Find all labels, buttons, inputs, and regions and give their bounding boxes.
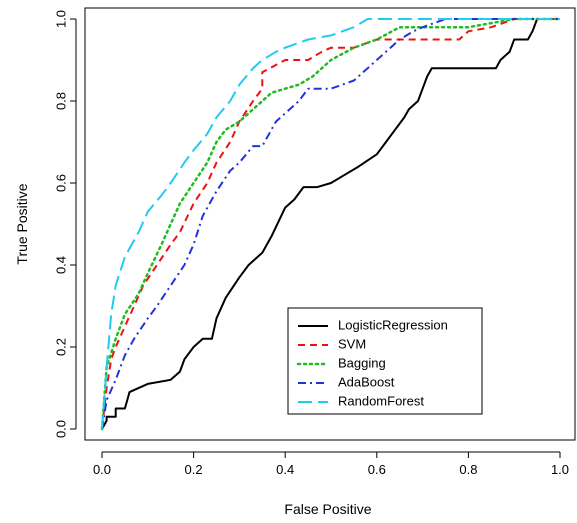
y-tick-label: 0.4 (53, 256, 68, 274)
y-tick-label: 0.0 (53, 420, 68, 438)
series-line-bagging (100, 17, 562, 431)
legend-label-bagging: Bagging (338, 355, 386, 370)
legend-label-svm: SVM (338, 336, 366, 351)
y-tick-label: 1.0 (53, 10, 68, 28)
series-line-logisticregression (101, 18, 560, 430)
y-axis-label: True Positive (14, 183, 30, 264)
x-axis-label: False Positive (284, 501, 371, 517)
y-tick-label: 0.6 (53, 174, 68, 192)
legend-label-randomforest: RandomForest (338, 393, 424, 408)
x-axis: 0.0 0.2 0.4 0.6 0.8 1.0 (93, 451, 569, 477)
x-tick-label: 0.8 (459, 462, 477, 477)
legend-label-adaboost: AdaBoost (338, 374, 395, 389)
x-tick-label: 0.4 (276, 462, 294, 477)
y-tick-label: 0.2 (53, 338, 68, 356)
legend: LogisticRegression SVM Bagging AdaBoost Rand… (287, 307, 483, 415)
legend-label-logisticregression: LogisticRegression (338, 317, 448, 332)
x-tick-label: 1.0 (551, 462, 569, 477)
x-tick-label: 0.6 (368, 462, 386, 477)
series-layer (100, 17, 562, 431)
x-tick-label: 0.2 (185, 462, 203, 477)
plot-frame (84, 7, 576, 441)
series-line-adaboost (101, 18, 560, 430)
y-tick-label: 0.8 (53, 92, 68, 110)
series-line-svm (101, 18, 560, 430)
x-tick-label: 0.0 (93, 462, 111, 477)
series-line-randomforest (101, 18, 560, 430)
y-axis: 0.0 0.2 0.4 0.6 0.8 1.0 (53, 10, 77, 438)
